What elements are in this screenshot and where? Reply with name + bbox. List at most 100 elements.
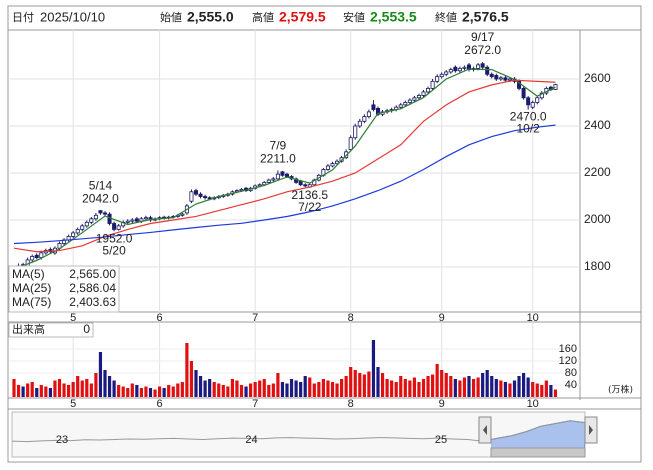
volume-bar xyxy=(353,370,357,397)
y-tick-label: 40 xyxy=(565,379,577,391)
volume-bar xyxy=(540,385,544,397)
y-tick-label: 1800 xyxy=(584,259,611,273)
candle-body xyxy=(280,171,285,176)
volume-bar xyxy=(98,352,103,397)
volume-bar xyxy=(85,379,89,397)
volume-bar xyxy=(239,385,244,397)
navigator-scrollbar[interactable] xyxy=(490,447,586,458)
x-tick-label: 5 xyxy=(70,398,76,410)
volume-bar xyxy=(499,380,503,397)
candle-body xyxy=(98,210,103,214)
volume-bar xyxy=(107,376,112,397)
open-value: 2,555.0 xyxy=(187,9,234,25)
volume-title: 出来高 xyxy=(12,322,45,336)
candle-body xyxy=(407,99,412,103)
candle-body xyxy=(284,173,289,177)
volume-bar xyxy=(153,389,157,397)
annotation-value: 2136.5 xyxy=(291,188,328,202)
volume-bar xyxy=(390,380,394,397)
volume-bar xyxy=(544,380,548,397)
volume-bar xyxy=(294,380,298,397)
candle-body xyxy=(398,104,403,108)
annotation-value: 2672.0 xyxy=(464,43,501,57)
candle-body xyxy=(476,64,481,69)
volume-bar xyxy=(285,383,289,397)
volume-bar xyxy=(362,374,366,397)
volume-bar xyxy=(176,383,180,397)
legend-name: MA(5) xyxy=(12,267,45,281)
volume-bar xyxy=(67,385,71,397)
candle-body xyxy=(448,69,453,73)
high-label: 高値 xyxy=(252,10,274,24)
candle-body xyxy=(93,214,98,220)
navigator-handle-arrow xyxy=(482,425,487,435)
volume-bar xyxy=(230,379,234,397)
x-tick-label: 6 xyxy=(157,312,163,324)
volume-bar xyxy=(440,370,444,397)
candle-body xyxy=(262,181,267,186)
legend-value: 2,403.63 xyxy=(69,295,116,309)
volume-bar xyxy=(503,382,507,397)
candle-body xyxy=(357,120,362,127)
volume-bar xyxy=(426,376,430,397)
volume-bar xyxy=(244,386,248,397)
volume-bar xyxy=(89,383,93,397)
x-tick-label: 6 xyxy=(157,398,163,410)
y-tick-label: 160 xyxy=(559,343,577,355)
candle-body xyxy=(30,256,35,261)
candle-body xyxy=(457,68,462,72)
volume-bar xyxy=(226,386,230,397)
annotation-date: 5/14 xyxy=(89,178,113,192)
x-tick-label: 7 xyxy=(252,398,258,410)
legend-value: 2,565.00 xyxy=(69,267,116,281)
volume-bar xyxy=(76,376,80,397)
candle-body xyxy=(125,220,130,223)
volume-bar xyxy=(112,380,116,397)
volume-bar xyxy=(203,380,207,397)
x-tick-label: 8 xyxy=(348,398,354,410)
candle-body xyxy=(75,228,80,234)
volume-bar xyxy=(299,382,303,397)
volume-bar xyxy=(276,373,280,397)
candle-body xyxy=(494,75,499,80)
volume-bar xyxy=(321,379,325,397)
date: 2025/10/10 xyxy=(40,9,105,24)
volume-bar xyxy=(371,340,376,397)
candle-body xyxy=(435,76,440,82)
candle-body xyxy=(112,223,117,230)
candle-body xyxy=(526,97,531,106)
volume-bar xyxy=(103,370,107,397)
candle-body xyxy=(439,73,444,78)
volume-bar xyxy=(403,379,407,397)
candle-body xyxy=(84,221,89,227)
volume-bar xyxy=(53,380,57,397)
volume-bar xyxy=(148,388,153,397)
annotation-date: 10/2 xyxy=(516,122,540,136)
candle-body xyxy=(203,196,208,199)
volume-bar xyxy=(135,385,139,397)
volume-bar xyxy=(490,376,494,397)
y-tick-label: 2600 xyxy=(584,71,611,85)
x-tick-label: 7 xyxy=(252,312,258,324)
navigator-label: 25 xyxy=(435,434,447,446)
volume-current: 0 xyxy=(83,322,90,336)
volume-bar xyxy=(485,370,489,397)
volume-bar xyxy=(235,380,239,397)
candle-body xyxy=(134,218,139,222)
volume-bar xyxy=(35,388,39,397)
volume-bar xyxy=(358,373,362,397)
volume-bar xyxy=(262,379,266,397)
volume-bar xyxy=(30,382,34,397)
candle-body xyxy=(403,102,408,106)
close-label: 終値 xyxy=(435,10,457,24)
candle-body xyxy=(34,254,39,258)
y-tick-label: 2400 xyxy=(584,118,611,132)
volume-bar xyxy=(208,379,212,397)
volume-bar xyxy=(317,382,321,397)
candle-body xyxy=(266,179,271,183)
volume-bar xyxy=(385,379,389,397)
volume-bar xyxy=(289,379,294,397)
volume-bar xyxy=(431,374,435,397)
navigator-label: 24 xyxy=(245,434,257,446)
volume-bar xyxy=(57,379,62,397)
